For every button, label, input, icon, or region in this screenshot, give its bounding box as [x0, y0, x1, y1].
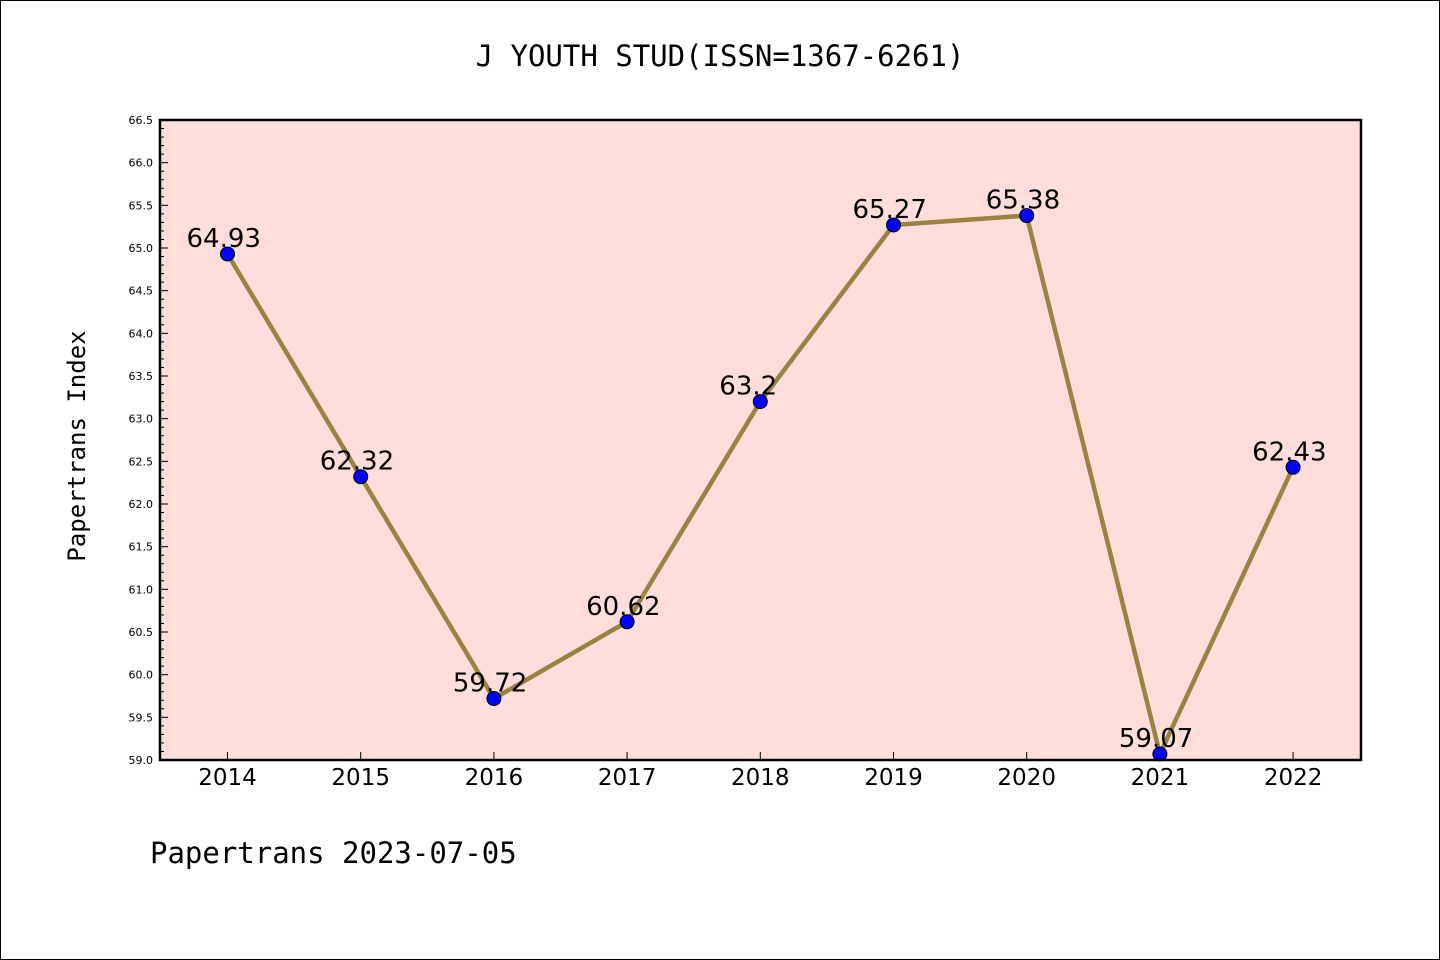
y-tick-label: 64.0	[129, 327, 154, 340]
data-point	[486, 691, 502, 707]
data-point	[353, 469, 369, 485]
footer-credit: Papertrans 2023-07-05	[150, 836, 517, 870]
data-label: 65.38	[986, 186, 1060, 216]
x-tick-label: 2018	[731, 765, 790, 791]
plot-border	[158, 118, 1363, 762]
data-label: 63.2	[719, 372, 777, 402]
x-tick-label: 2017	[598, 765, 657, 791]
y-tick-label: 59.0	[129, 754, 154, 767]
y-tick-label: 66.5	[129, 114, 154, 127]
data-point	[752, 394, 768, 410]
data-point	[1285, 459, 1301, 475]
y-tick-label: 61.5	[129, 541, 154, 554]
x-tick-label: 2022	[1264, 765, 1323, 791]
y-axis-label: Papertrans Index	[63, 330, 91, 561]
data-label: 60.62	[586, 592, 660, 622]
x-tick-label: 2020	[997, 765, 1056, 791]
y-tick-label: 63.5	[129, 370, 154, 383]
data-label: 62.32	[320, 447, 394, 477]
x-tick-label: 2016	[465, 765, 524, 791]
y-tick-label: 62.0	[129, 498, 154, 511]
data-point	[1019, 208, 1035, 224]
y-axis-ticks: 59.0 59.5 60.0 60.5 61.0 61.5 62.0 62.5 63.0 63.5…	[129, 114, 168, 767]
y-tick-label: 66.0	[129, 157, 154, 170]
x-tick-label: 2014	[198, 765, 257, 791]
y-tick-label: 65.0	[129, 242, 154, 255]
data-point	[220, 246, 235, 262]
data-point	[619, 614, 635, 630]
y-tick-label: 64.5	[129, 285, 154, 298]
data-labels: 64.93 62.32 59.72 60.62 63.2 65.27 65.38 59.07 6…	[187, 186, 1327, 754]
data-label: 62.43	[1252, 437, 1326, 467]
x-tick-label: 2021	[1131, 765, 1190, 791]
data-label: 64.93	[187, 224, 261, 254]
x-tick-label: 2015	[331, 765, 390, 791]
x-axis-ticks: 2014 2015 2016 2017 2018 2019 2020 2021 2022	[198, 752, 1322, 791]
y-tick-label: 65.5	[129, 199, 154, 212]
x-tick-label: 2019	[864, 765, 923, 791]
y-tick-label: 59.5	[129, 711, 154, 724]
data-label: 65.27	[853, 195, 927, 225]
data-point	[886, 217, 901, 233]
y-tick-label: 61.0	[129, 583, 154, 596]
y-tick-label: 60.0	[129, 669, 154, 682]
y-tick-label: 63.0	[129, 413, 154, 426]
plot-area	[160, 120, 1361, 760]
y-tick-label: 62.5	[129, 455, 154, 468]
data-label: 59.07	[1119, 724, 1193, 754]
data-label: 59.72	[453, 669, 527, 699]
chart-title: J YOUTH STUD(ISSN=1367-6261)	[476, 39, 965, 73]
series-line-group	[220, 208, 1301, 762]
y-tick-label: 60.5	[129, 626, 154, 639]
